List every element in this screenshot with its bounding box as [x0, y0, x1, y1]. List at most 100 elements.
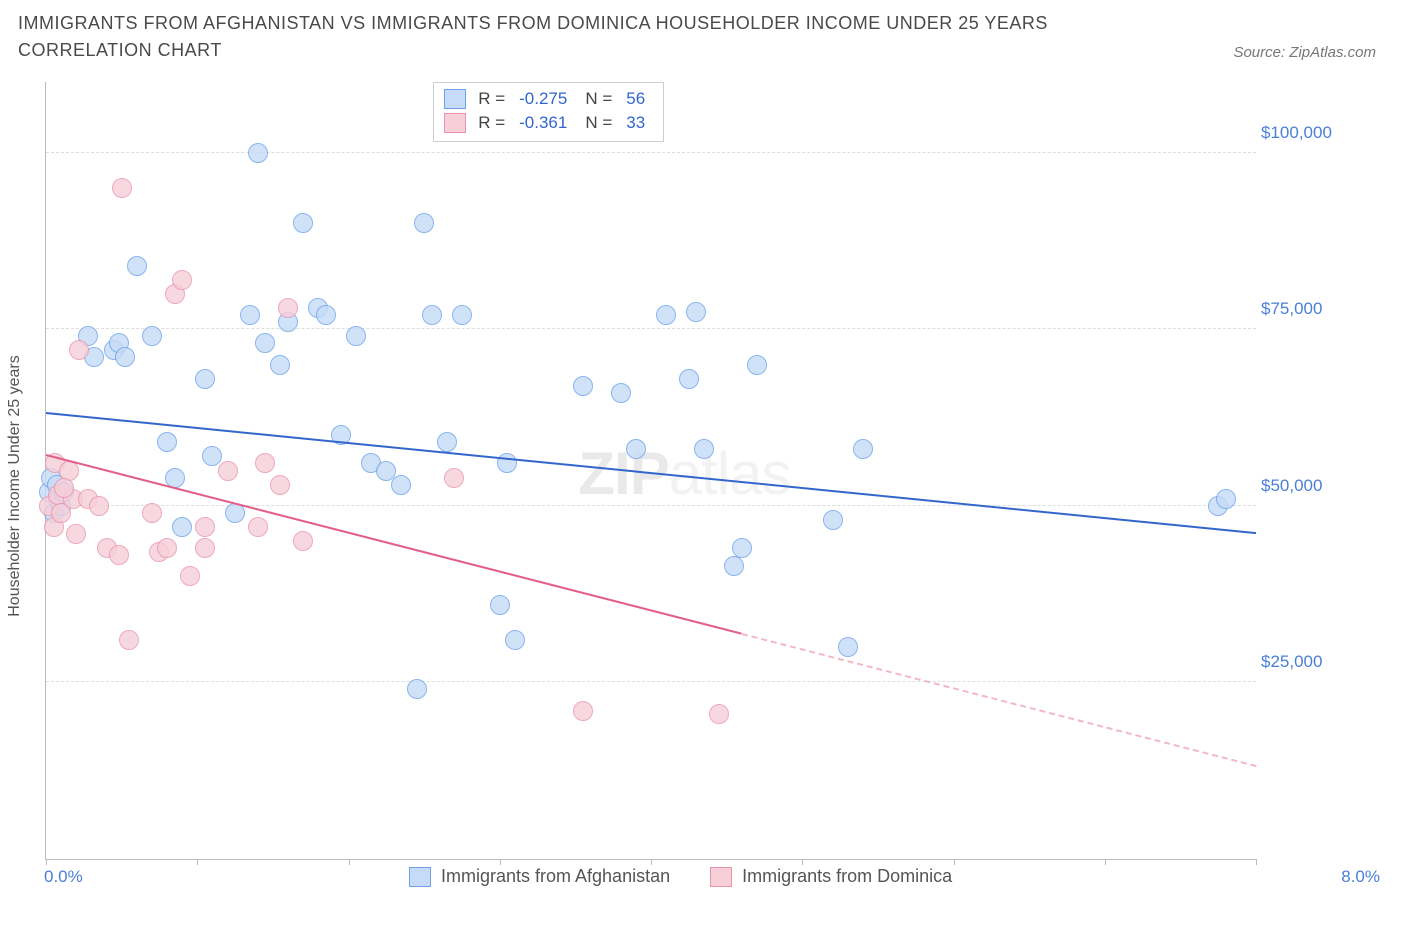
data-point-afghanistan	[490, 595, 510, 615]
data-point-afghanistan	[823, 510, 843, 530]
x-tick	[1256, 859, 1257, 865]
data-point-dominica	[142, 503, 162, 523]
swatch-dominica	[444, 113, 466, 133]
data-point-afghanistan	[115, 347, 135, 367]
data-point-afghanistan	[414, 213, 434, 233]
data-point-afghanistan	[293, 213, 313, 233]
stat-r-value: -0.361	[519, 113, 567, 133]
chart-area: Householder Income Under 25 years ZIPatl…	[45, 82, 1376, 890]
legend-swatch	[409, 867, 431, 887]
data-point-afghanistan	[747, 355, 767, 375]
data-point-afghanistan	[437, 432, 457, 452]
data-point-dominica	[172, 270, 192, 290]
data-point-afghanistan	[853, 439, 873, 459]
data-point-afghanistan	[656, 305, 676, 325]
chart-title: IMMIGRANTS FROM AFGHANISTAN VS IMMIGRANT…	[18, 10, 1166, 64]
legend-item: Immigrants from Afghanistan	[409, 866, 670, 887]
x-tick	[802, 859, 803, 865]
swatch-afghanistan	[444, 89, 466, 109]
data-point-afghanistan	[505, 630, 525, 650]
data-point-afghanistan	[724, 556, 744, 576]
stat-r-value: -0.275	[519, 89, 567, 109]
legend-swatch	[710, 867, 732, 887]
data-point-afghanistan	[346, 326, 366, 346]
data-point-afghanistan	[270, 355, 290, 375]
stat-r-label: R =	[478, 113, 505, 133]
stat-n-label: N =	[585, 89, 612, 109]
data-point-dominica	[709, 704, 729, 724]
data-point-dominica	[89, 496, 109, 516]
x-tick	[500, 859, 501, 865]
data-point-afghanistan	[694, 439, 714, 459]
data-point-afghanistan	[686, 302, 706, 322]
y-tick-label: $100,000	[1261, 123, 1371, 143]
data-point-dominica	[119, 630, 139, 650]
data-point-afghanistan	[679, 369, 699, 389]
data-point-dominica	[573, 701, 593, 721]
x-axis-end-label: 8.0%	[1341, 867, 1380, 887]
data-point-dominica	[109, 545, 129, 565]
data-point-afghanistan	[626, 439, 646, 459]
data-point-afghanistan	[127, 256, 147, 276]
data-point-afghanistan	[142, 326, 162, 346]
data-point-afghanistan	[391, 475, 411, 495]
grid-line	[46, 681, 1256, 682]
data-point-dominica	[195, 538, 215, 558]
stats-row-afghanistan: R = -0.275 N = 56	[444, 87, 653, 111]
data-point-dominica	[69, 340, 89, 360]
x-tick	[349, 859, 350, 865]
x-tick	[651, 859, 652, 865]
grid-line	[46, 328, 1256, 329]
data-point-dominica	[112, 178, 132, 198]
bottom-legend: Immigrants from Afghanistan Immigrants fr…	[409, 866, 952, 887]
data-point-afghanistan	[172, 517, 192, 537]
stat-n-value: 56	[626, 89, 645, 109]
data-point-afghanistan	[452, 305, 472, 325]
stat-n-value: 33	[626, 113, 645, 133]
data-point-afghanistan	[195, 369, 215, 389]
data-point-afghanistan	[838, 637, 858, 657]
y-tick-label: $50,000	[1261, 476, 1371, 496]
x-tick	[46, 859, 47, 865]
watermark: ZIPatlas	[578, 439, 790, 508]
data-point-afghanistan	[1216, 489, 1236, 509]
data-point-afghanistan	[611, 383, 631, 403]
data-point-dominica	[444, 468, 464, 488]
data-point-afghanistan	[407, 679, 427, 699]
x-tick	[197, 859, 198, 865]
data-point-dominica	[180, 566, 200, 586]
data-point-dominica	[293, 531, 313, 551]
y-tick-label: $75,000	[1261, 299, 1371, 319]
data-point-dominica	[157, 538, 177, 558]
stats-row-dominica: R = -0.361 N = 33	[444, 111, 653, 135]
x-tick	[1105, 859, 1106, 865]
data-point-afghanistan	[157, 432, 177, 452]
data-point-dominica	[218, 461, 238, 481]
data-point-dominica	[278, 298, 298, 318]
scatter-plot: ZIPatlas R = -0.275 N = 56 R = -0.361 N = 3…	[45, 82, 1256, 860]
grid-line	[46, 152, 1256, 153]
data-point-afghanistan	[316, 305, 336, 325]
data-point-dominica	[270, 475, 290, 495]
y-tick-label: $25,000	[1261, 652, 1371, 672]
legend-label: Immigrants from Afghanistan	[441, 866, 670, 887]
data-point-dominica	[66, 524, 86, 544]
data-point-afghanistan	[240, 305, 260, 325]
data-point-dominica	[195, 517, 215, 537]
legend-item: Immigrants from Dominica	[710, 866, 952, 887]
x-axis-start-label: 0.0%	[44, 867, 83, 887]
trend-line-dashed	[742, 633, 1257, 767]
stat-n-label: N =	[585, 113, 612, 133]
data-point-afghanistan	[573, 376, 593, 396]
x-tick	[954, 859, 955, 865]
source-attribution: Source: ZipAtlas.com	[1233, 44, 1376, 61]
legend-label: Immigrants from Dominica	[742, 866, 952, 887]
data-point-afghanistan	[732, 538, 752, 558]
data-point-dominica	[54, 478, 74, 498]
data-point-afghanistan	[248, 143, 268, 163]
data-point-afghanistan	[255, 333, 275, 353]
stat-r-label: R =	[478, 89, 505, 109]
data-point-dominica	[255, 453, 275, 473]
data-point-afghanistan	[422, 305, 442, 325]
data-point-dominica	[248, 517, 268, 537]
